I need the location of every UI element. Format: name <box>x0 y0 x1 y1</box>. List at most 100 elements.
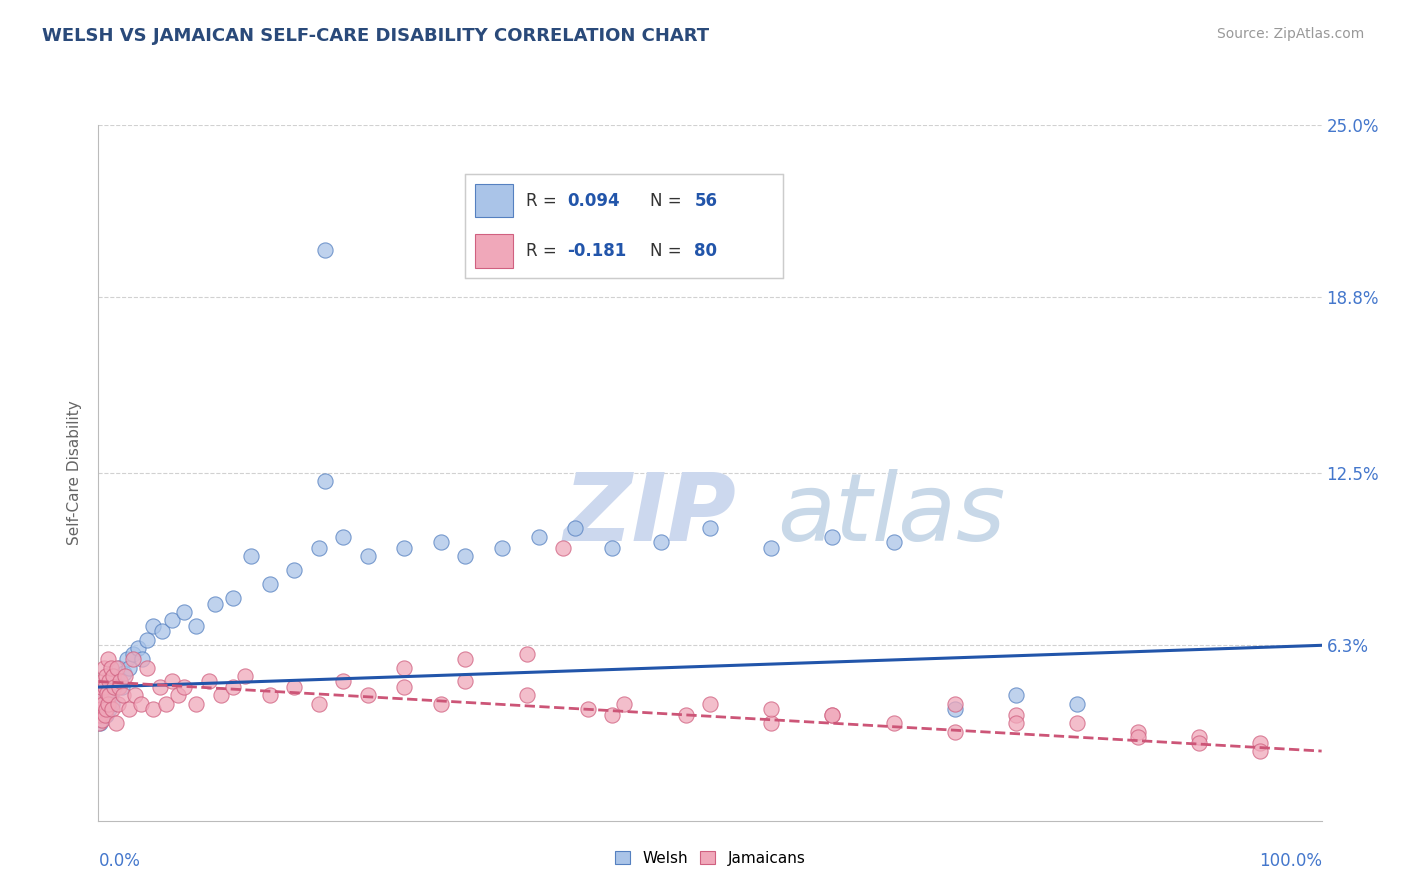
Text: Source: ZipAtlas.com: Source: ZipAtlas.com <box>1216 27 1364 41</box>
FancyBboxPatch shape <box>475 234 513 268</box>
Point <box>1128 730 1150 744</box>
Text: atlas: atlas <box>778 469 1005 560</box>
Point <box>761 716 783 731</box>
Point <box>209 689 232 703</box>
Point <box>91 705 114 719</box>
Point <box>96 694 118 708</box>
Point <box>111 680 134 694</box>
Point <box>516 647 538 661</box>
Point <box>943 702 966 716</box>
Point <box>761 541 783 555</box>
Point <box>94 707 117 722</box>
Text: WELSH VS JAMAICAN SELF-CARE DISABILITY CORRELATION CHART: WELSH VS JAMAICAN SELF-CARE DISABILITY C… <box>42 27 709 45</box>
Text: R =: R = <box>526 242 562 260</box>
Point <box>821 530 844 544</box>
Point <box>101 680 124 694</box>
Point <box>160 674 183 689</box>
Point <box>699 521 721 535</box>
Point <box>160 613 183 627</box>
Point <box>89 707 111 722</box>
Point <box>454 549 477 564</box>
Point <box>821 707 844 722</box>
Point <box>94 707 117 722</box>
Point <box>112 666 135 681</box>
Point <box>155 697 177 711</box>
Point <box>186 619 208 633</box>
Point <box>105 660 128 674</box>
Point <box>564 521 586 535</box>
Point <box>233 669 256 683</box>
Point <box>115 652 138 666</box>
Point <box>516 689 538 703</box>
Point <box>142 619 165 633</box>
Point <box>89 689 111 703</box>
Point <box>222 680 245 694</box>
Point <box>259 689 281 703</box>
Point <box>356 689 378 703</box>
Point <box>430 697 453 711</box>
Point <box>430 535 453 549</box>
Point <box>308 697 330 711</box>
Point <box>124 689 146 703</box>
Point <box>100 689 122 703</box>
Point <box>259 577 281 591</box>
Point <box>89 716 111 731</box>
Point <box>332 530 354 544</box>
Point <box>699 697 721 711</box>
Point <box>149 680 172 694</box>
Point <box>883 716 905 731</box>
Point <box>90 680 112 694</box>
Point <box>675 707 697 722</box>
Point <box>356 549 378 564</box>
Point <box>103 680 125 694</box>
Point <box>308 541 330 555</box>
Point <box>527 530 550 544</box>
Point <box>883 535 905 549</box>
Point <box>97 685 120 699</box>
Point <box>613 697 636 711</box>
Text: -0.181: -0.181 <box>567 242 627 260</box>
Text: 80: 80 <box>695 242 717 260</box>
Point <box>127 641 149 656</box>
Point <box>491 541 513 555</box>
Point <box>91 697 114 711</box>
Point <box>650 535 672 549</box>
Point <box>97 697 120 711</box>
Text: ZIP: ZIP <box>564 468 737 560</box>
Point <box>392 541 416 555</box>
Point <box>121 647 143 661</box>
Point <box>576 702 599 716</box>
Point <box>1004 707 1026 722</box>
Point <box>114 669 136 683</box>
Point <box>100 660 122 674</box>
Point <box>1128 724 1150 739</box>
Point <box>1004 689 1026 703</box>
Point <box>454 674 477 689</box>
Point <box>118 702 141 716</box>
Point <box>1188 736 1211 750</box>
Point <box>97 652 120 666</box>
Point <box>222 591 245 605</box>
Text: 0.0%: 0.0% <box>98 852 141 870</box>
Point <box>107 697 129 711</box>
Point <box>96 685 118 699</box>
Point <box>1004 716 1026 731</box>
Point <box>91 697 114 711</box>
Point <box>761 702 783 716</box>
Point <box>103 674 125 689</box>
Text: 0.094: 0.094 <box>567 192 620 210</box>
Point <box>1250 736 1272 750</box>
Point <box>93 699 115 714</box>
Point <box>96 702 118 716</box>
Point <box>821 707 844 722</box>
Point <box>283 680 305 694</box>
Text: 100.0%: 100.0% <box>1258 852 1322 870</box>
Point <box>97 674 120 689</box>
Point <box>118 660 141 674</box>
Point <box>314 243 336 257</box>
Point <box>131 652 153 666</box>
Point <box>186 697 208 711</box>
Point <box>93 680 115 694</box>
Point <box>89 707 111 722</box>
Point <box>91 674 114 689</box>
